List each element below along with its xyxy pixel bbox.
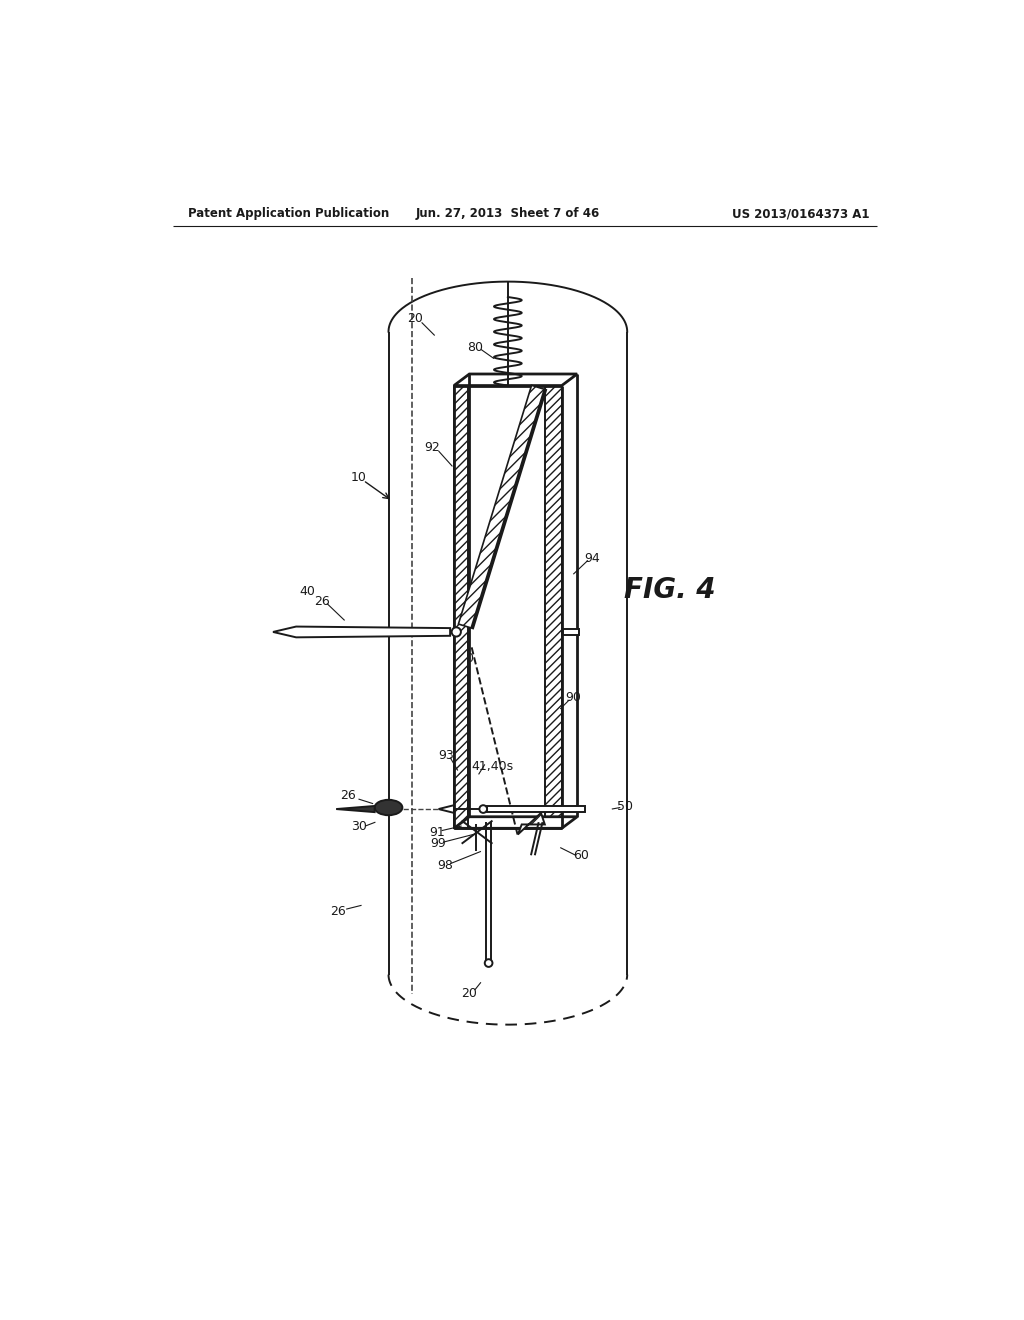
Polygon shape — [454, 374, 578, 385]
Polygon shape — [545, 385, 562, 829]
Text: 91: 91 — [429, 825, 444, 838]
Ellipse shape — [375, 800, 402, 816]
Text: 80: 80 — [468, 341, 483, 354]
Polygon shape — [459, 385, 546, 628]
Polygon shape — [454, 817, 578, 829]
Text: 92: 92 — [425, 441, 440, 454]
Polygon shape — [454, 385, 562, 829]
Polygon shape — [468, 632, 545, 829]
Polygon shape — [563, 628, 579, 635]
Polygon shape — [487, 807, 585, 812]
Text: 26: 26 — [313, 595, 330, 609]
Text: 94: 94 — [585, 552, 600, 565]
Circle shape — [484, 960, 493, 968]
Text: FIG. 4: FIG. 4 — [624, 576, 716, 603]
Circle shape — [452, 627, 461, 636]
Text: Patent Application Publication: Patent Application Publication — [188, 207, 389, 220]
Text: 99: 99 — [431, 837, 446, 850]
Text: Jun. 27, 2013  Sheet 7 of 46: Jun. 27, 2013 Sheet 7 of 46 — [416, 207, 600, 220]
Text: 90: 90 — [565, 690, 582, 704]
Text: 30: 30 — [351, 820, 368, 833]
Text: 50: 50 — [616, 800, 633, 813]
Text: 20: 20 — [408, 312, 423, 325]
Text: 93: 93 — [438, 748, 454, 762]
Text: 20: 20 — [462, 987, 477, 1001]
Text: 98: 98 — [437, 859, 453, 871]
Text: 40: 40 — [300, 585, 315, 598]
Text: 41,40s: 41,40s — [471, 760, 513, 774]
Polygon shape — [518, 813, 545, 834]
Text: 26: 26 — [340, 789, 355, 803]
Polygon shape — [438, 805, 454, 813]
Text: 50: 50 — [458, 652, 473, 665]
Circle shape — [479, 805, 487, 813]
Polygon shape — [273, 627, 451, 638]
Text: 60: 60 — [573, 849, 589, 862]
Text: US 2013/0164373 A1: US 2013/0164373 A1 — [732, 207, 869, 220]
Polygon shape — [468, 385, 545, 632]
Text: 26: 26 — [331, 906, 346, 917]
Text: 10: 10 — [350, 471, 367, 484]
Polygon shape — [454, 385, 468, 829]
Polygon shape — [336, 807, 375, 812]
